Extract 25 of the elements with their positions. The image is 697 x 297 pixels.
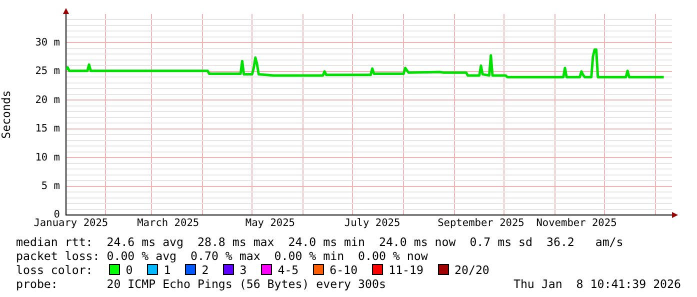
text: 0 [126,263,133,277]
y-tick-label: 10 m [35,151,60,164]
y-tick-label: 30 m [35,36,60,48]
text: 11-19 [388,263,424,277]
text: 20/20 [454,263,490,277]
text: 2 [202,263,209,277]
text: loss color: [16,263,93,277]
y-tick-label: 20 m [35,94,60,106]
text: 3 [240,263,247,277]
x-tick-label: July 2025 [344,216,400,229]
x-tick-label: September 2025 [438,216,524,229]
y-tick-label: 5 m [41,180,60,192]
x-tick-label: November 2025 [536,216,617,229]
text: 4-5 [278,263,299,277]
text: 1 [164,263,171,277]
text: Thu Jan 8 10:41:39 2026 [513,277,681,291]
x-tick-label: March 2025 [137,216,200,229]
text: probe: 20 ICMP Echo Pings (56 Bytes) every 300s [16,277,386,291]
x-tick-label: May 2025 [245,216,295,229]
y-axis-title: Seconds [0,90,13,139]
y-tick-label: 25 m [35,65,60,78]
text: median rtt: 24.6 ms avg 28.8 ms max 24.0 ms min 24.0 ms now 0.7 ms sd 36.2 am/s [16,235,624,249]
text: packet loss: 0.00 % avg 0.70 % max 0.00 % min 0.00 % now [16,249,428,263]
text: 6-10 [330,263,358,277]
y-tick-label: 15 m [35,122,60,135]
